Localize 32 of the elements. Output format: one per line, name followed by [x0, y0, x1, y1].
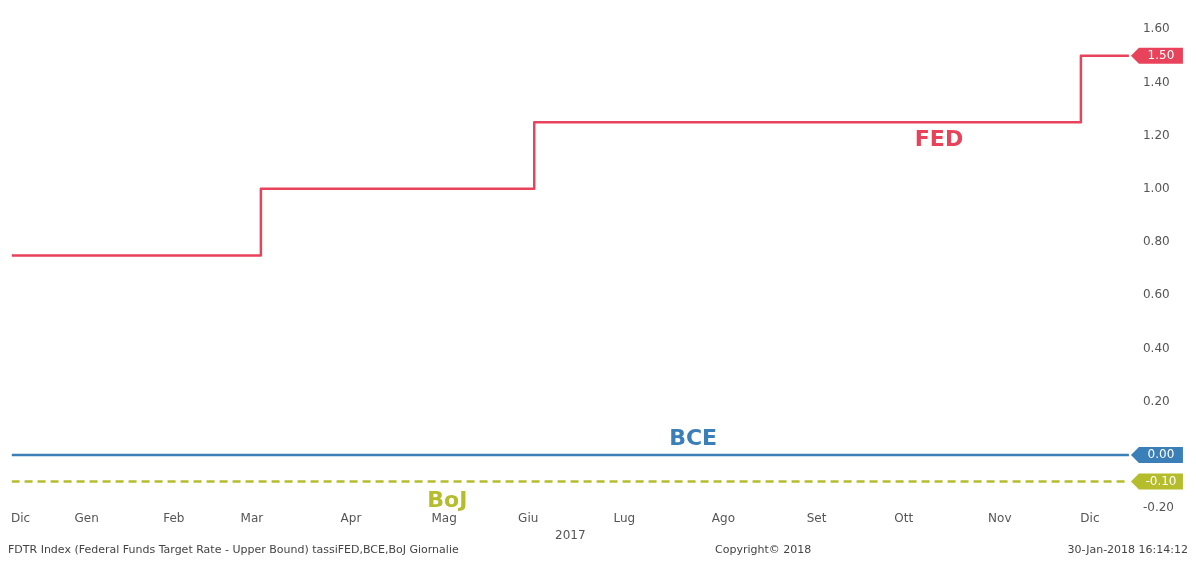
- y-tick-label: 0.20: [1142, 393, 1170, 408]
- x-tick-label: Ott: [894, 510, 914, 525]
- x-tick-label: Ago: [711, 510, 736, 525]
- y-tick-label: -0.20: [1142, 500, 1175, 515]
- x-axis-title: 2017: [554, 527, 586, 542]
- x-tick-label: Giu: [518, 510, 539, 525]
- y-tick-label: 0.40: [1142, 340, 1170, 355]
- y-tick-label: 0.80: [1142, 234, 1170, 249]
- series-label: FED: [914, 126, 964, 152]
- text: 30-Jan-2018 16:14:12: [1067, 543, 1188, 556]
- x-tick-label: Feb: [163, 510, 185, 525]
- series-label: BoJ: [427, 487, 468, 513]
- series-label: BCE: [669, 424, 718, 450]
- y-tick-label: 1.40: [1142, 74, 1170, 89]
- data-label: -0.10: [1145, 473, 1177, 488]
- data-label: 0.00: [1147, 447, 1175, 462]
- text: Copyright© 2018: [715, 543, 812, 556]
- data-label: 1.50: [1147, 47, 1175, 62]
- x-tick-label: Nov: [988, 510, 1012, 525]
- x-tick-label: Mag: [431, 510, 457, 525]
- x-tick-label: Dic: [11, 510, 31, 525]
- text: FDTR Index (Federal Funds Target Rate - Upper Bound) tassiFED,BCE,BoJ Giornalie: [8, 543, 459, 556]
- y-tick-label: 0.60: [1142, 287, 1170, 302]
- x-tick-label: Set: [806, 510, 827, 525]
- y-tick-label: 1.20: [1142, 127, 1170, 142]
- x-tick-label: Mar: [240, 510, 264, 525]
- y-tick-label: 1.60: [1142, 21, 1170, 36]
- x-tick-label: Apr: [340, 510, 362, 525]
- y-tick-label: 1.00: [1142, 180, 1170, 195]
- x-tick-label: Dic: [1080, 510, 1100, 525]
- x-tick-label: Lug: [613, 510, 636, 525]
- x-tick-label: Gen: [74, 510, 99, 525]
